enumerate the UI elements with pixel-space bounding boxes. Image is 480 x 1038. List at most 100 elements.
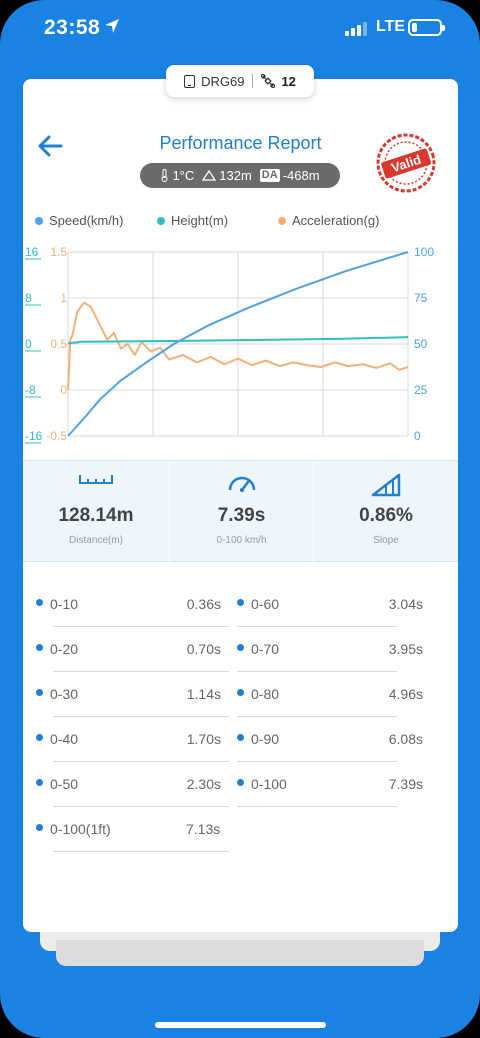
network-type: LTE <box>376 18 406 35</box>
satellite-count: 12 <box>281 73 296 89</box>
split-row: 0-70 3.95s <box>237 627 423 672</box>
density-altitude-label: DA <box>259 169 280 182</box>
report-card: Performance Report Valid 1°C 132m DA -46… <box>23 79 458 932</box>
slope-label: Slope <box>373 535 399 546</box>
split-row: 0-60 3.04s <box>237 582 423 627</box>
split-time: 7.39s <box>388 776 423 792</box>
height-tick-label: -16 <box>25 429 43 443</box>
speed-tick-label: 75 <box>414 291 428 305</box>
height-tick-label: 0 <box>25 337 32 351</box>
bullet-dot <box>36 599 43 606</box>
split-row: 0-90 6.08s <box>237 717 423 762</box>
mountain-icon <box>202 170 217 181</box>
split-range: 0-90 <box>251 731 280 747</box>
height-series-line <box>67 336 409 345</box>
legend-label: Acceleration(g) <box>292 213 380 228</box>
speed-series-line <box>67 251 409 437</box>
status-bar: 23:58 LTE <box>0 0 480 60</box>
split-range: 0-60 <box>251 596 280 612</box>
legend-dot <box>35 216 43 225</box>
stat-acceleration-time: 7.39s 0-100 km/h <box>170 461 313 563</box>
split-row: 0-100 7.39s <box>237 762 423 807</box>
bullet-dot <box>36 824 43 831</box>
legend-dot <box>157 216 165 225</box>
cellular-signal-icon <box>345 22 367 36</box>
valid-stamp-icon: Valid <box>376 133 436 193</box>
bullet-dot <box>237 599 244 606</box>
split-time: 6.08s <box>388 731 423 747</box>
slope-value: 0.86% <box>359 505 413 526</box>
acceleration-tick-label: 0 <box>60 383 67 397</box>
stats-panel: 128.14m Distance(m) 7.39s 0-100 km/h 0.8… <box>23 460 458 563</box>
bullet-dot <box>237 689 244 696</box>
split-row: 0-30 1.14s <box>36 672 229 717</box>
temperature-value: 1°C <box>172 168 195 183</box>
split-range: 0-100 <box>251 776 287 792</box>
split-range: 0-30 <box>50 686 79 702</box>
split-time: 0.36s <box>186 596 221 612</box>
split-range: 0-100(1ft) <box>50 821 111 837</box>
bullet-dot <box>36 689 43 696</box>
stat-distance: 128.14m Distance(m) <box>23 461 169 563</box>
split-range: 0-50 <box>50 776 79 792</box>
divider <box>313 461 314 563</box>
density-altitude-value: -468m <box>282 168 320 183</box>
back-arrow-icon[interactable] <box>35 132 65 160</box>
split-range: 0-70 <box>251 641 280 657</box>
split-time: 1.14s <box>186 686 221 702</box>
height-tick-label: 16 <box>25 245 39 259</box>
split-row: 0-40 1.70s <box>36 717 229 762</box>
legend-label: Speed(km/h) <box>49 213 124 228</box>
battery-icon <box>408 19 445 36</box>
legend-label: Height(m) <box>171 213 229 228</box>
performance-chart: 16 8 0 -8 -16 1.5 1 0.5 0 -0.5 100 75 50 25 0 <box>25 245 434 444</box>
height-tick-label: 8 <box>25 291 32 305</box>
split-row: 0-20 0.70s <box>36 627 229 672</box>
thermometer-icon <box>161 169 168 182</box>
ruler-icon <box>79 475 113 484</box>
legend-speed: Speed(km/h) <box>35 213 123 228</box>
stat-slope: 0.86% Slope <box>314 461 458 563</box>
split-time: 0.70s <box>186 641 221 657</box>
bullet-dot <box>237 734 244 741</box>
divider <box>252 74 254 88</box>
home-indicator[interactable] <box>155 1022 326 1028</box>
bullet-dot <box>237 779 244 786</box>
split-time: 3.04s <box>388 596 423 612</box>
device-name: DRG69 <box>201 73 245 89</box>
split-row: 0-50 2.30s <box>36 762 229 807</box>
split-row: 0-10 0.36s <box>36 582 229 627</box>
legend-acceleration: Acceleration(g) <box>278 213 379 228</box>
split-time: 2.30s <box>186 776 221 792</box>
weather-bar: 1°C 132m DA -468m <box>140 163 340 188</box>
chart-legend: Speed(km/h) Height(m) Acceleration(g) <box>35 213 455 231</box>
speedometer-icon <box>228 476 255 492</box>
split-time: 4.96s <box>388 686 423 702</box>
legend-height: Height(m) <box>157 213 228 228</box>
acceleration-tick-label: -0.5 <box>46 429 67 443</box>
page-title: Performance Report <box>159 133 322 153</box>
bullet-dot <box>36 779 43 786</box>
legend-dot <box>278 216 286 225</box>
speed-tick-label: 100 <box>414 245 434 259</box>
bullet-dot <box>36 644 43 651</box>
bullet-dot <box>36 734 43 741</box>
distance-value: 128.14m <box>58 505 134 526</box>
split-time: 3.95s <box>388 641 423 657</box>
altitude-value: 132m <box>219 168 252 183</box>
split-time: 7.13s <box>186 821 221 837</box>
split-range: 0-40 <box>50 731 79 747</box>
acceleration-tick-label: 1 <box>60 291 67 305</box>
acceleration-tick-label: 1.5 <box>50 245 67 259</box>
divider <box>169 461 170 563</box>
device-icon <box>184 74 196 88</box>
bullet-dot <box>237 644 244 651</box>
time-label: 0-100 km/h <box>216 535 267 546</box>
speed-tick-label: 0 <box>414 429 421 443</box>
satellite-icon <box>261 74 276 88</box>
status-time: 23:58 <box>44 16 101 39</box>
split-row: 0-80 4.96s <box>237 672 423 717</box>
time-value: 7.39s <box>217 505 266 526</box>
split-range: 0-80 <box>251 686 280 702</box>
